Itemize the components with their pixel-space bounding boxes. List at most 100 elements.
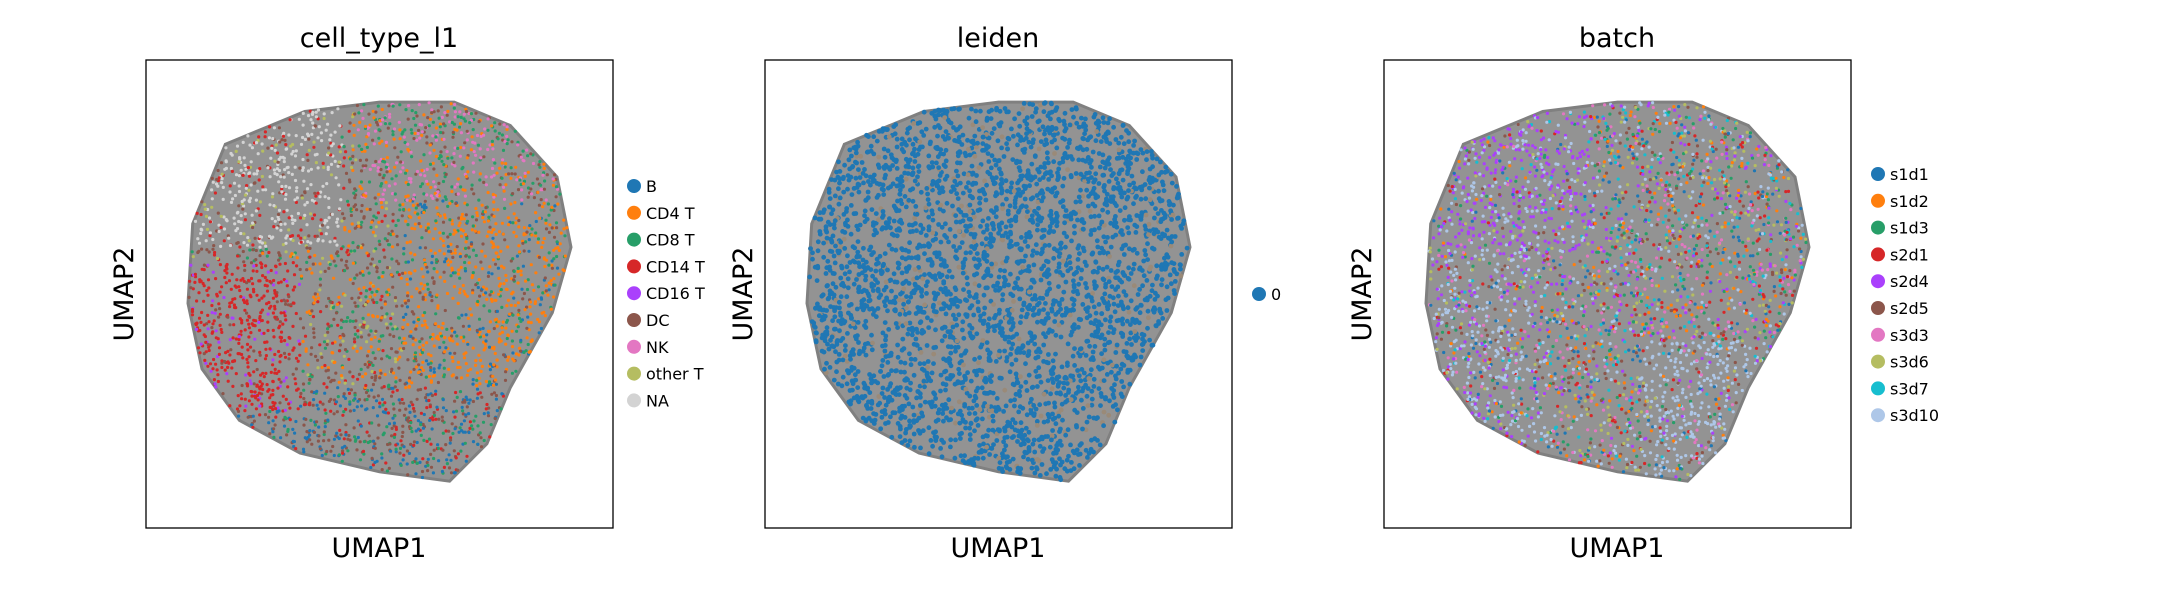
data-point <box>379 371 383 375</box>
data-point <box>450 422 454 426</box>
data-point <box>499 288 503 292</box>
data-point <box>434 258 439 262</box>
data-point <box>889 288 894 294</box>
data-point <box>471 440 476 444</box>
data-point <box>823 271 829 276</box>
data-point <box>218 312 222 316</box>
data-point <box>212 319 216 323</box>
data-point <box>415 287 419 291</box>
data-point <box>212 357 216 362</box>
data-point <box>394 447 398 451</box>
data-point <box>425 460 429 465</box>
data-point <box>252 349 256 353</box>
data-point <box>312 213 317 217</box>
data-point <box>305 223 309 227</box>
data-point <box>994 438 1000 443</box>
data-point <box>245 311 249 315</box>
data-point <box>500 305 504 309</box>
data-point <box>1065 341 1071 347</box>
data-point <box>340 135 344 139</box>
data-point <box>1034 181 1040 187</box>
data-point <box>300 196 304 200</box>
data-point <box>440 115 444 119</box>
data-point <box>315 420 319 424</box>
data-point <box>1090 349 1096 355</box>
data-point <box>891 218 897 224</box>
data-point <box>235 211 239 215</box>
data-point <box>248 143 252 147</box>
data-point <box>374 399 379 403</box>
data-point <box>1088 367 1094 373</box>
data-point <box>294 382 298 386</box>
data-point <box>208 234 212 238</box>
data-point <box>477 353 481 357</box>
data-point <box>841 212 847 217</box>
data-point <box>415 440 419 445</box>
data-point <box>278 401 282 405</box>
data-point <box>334 176 338 180</box>
data-point <box>464 395 468 399</box>
data-point <box>237 341 241 345</box>
data-point <box>332 453 336 458</box>
data-point <box>405 282 409 286</box>
data-point <box>410 226 414 230</box>
data-point <box>471 161 475 165</box>
data-point <box>306 249 310 253</box>
data-point <box>398 408 402 412</box>
data-point <box>250 213 254 217</box>
data-point <box>444 346 448 350</box>
data-point <box>226 315 230 319</box>
data-point <box>478 172 482 176</box>
data-point <box>294 189 299 193</box>
data-point <box>506 216 510 220</box>
data-point <box>238 317 242 321</box>
data-point <box>475 387 480 391</box>
data-point <box>426 182 430 186</box>
data-point <box>458 154 462 158</box>
data-point <box>322 340 327 344</box>
data-point <box>515 178 519 182</box>
data-point <box>287 295 291 299</box>
data-point <box>294 419 298 424</box>
data-point <box>329 449 333 453</box>
data-point <box>463 260 467 265</box>
data-point <box>406 142 410 146</box>
data-point <box>1029 217 1035 223</box>
data-point <box>450 199 454 204</box>
data-point <box>200 310 204 315</box>
data-point <box>1169 180 1175 186</box>
data-point <box>383 122 388 126</box>
data-point <box>257 320 261 324</box>
data-point <box>298 395 303 399</box>
data-point <box>951 244 957 249</box>
data-point <box>283 355 288 359</box>
data-point <box>347 244 351 248</box>
data-point <box>357 224 361 228</box>
data-point <box>326 418 330 422</box>
data-point <box>824 360 829 366</box>
data-point <box>272 335 276 339</box>
data-point <box>535 177 540 181</box>
data-point <box>987 452 992 457</box>
data-point <box>905 331 911 337</box>
data-point <box>423 293 427 297</box>
data-point <box>471 291 475 295</box>
data-point <box>504 342 508 346</box>
data-point <box>415 397 419 401</box>
data-point <box>351 281 355 286</box>
data-point <box>312 331 316 335</box>
data-point <box>226 349 230 353</box>
data-point <box>435 405 439 409</box>
data-point <box>836 159 841 165</box>
data-point <box>284 417 288 421</box>
data-point <box>396 218 400 222</box>
data-point <box>436 190 440 194</box>
data-point <box>368 287 372 291</box>
data-point <box>231 384 235 388</box>
data-point <box>303 436 307 440</box>
data-point <box>423 283 427 287</box>
data-point <box>371 230 375 234</box>
data-point <box>376 169 380 173</box>
data-point <box>491 192 495 197</box>
data-point <box>384 165 388 169</box>
